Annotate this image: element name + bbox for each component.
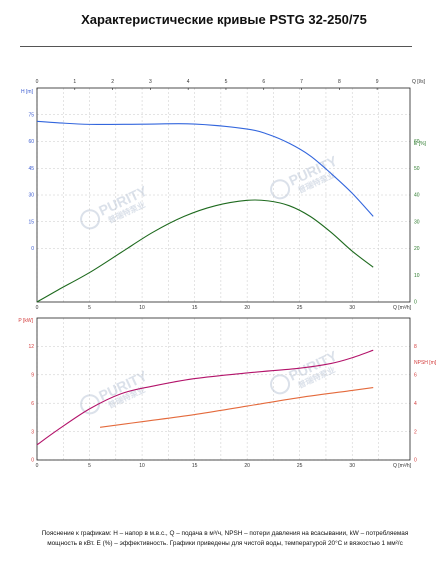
plot-frame [36,87,411,303]
x-tick-label: 10 [139,463,145,469]
x-tick-label: 0 [36,463,39,469]
x-tick-label: 30 [349,305,355,311]
power-npsh-chart: 0 5 10 15 20 25 30 0 3 6 9 12 0 2 4 6 8 P [kW] NPSH [m] Q [… [18,317,437,469]
x-tick-label: 25 [297,463,303,469]
left-axis-label: H [m] [21,89,34,95]
page-title: Характеристические кривые PSTG 32-250/75 [81,12,367,27]
watermark-logo-icon [80,394,101,415]
right-tick-label: 0 [414,300,417,306]
left-axis-label: P [kW] [18,318,33,324]
x-tick-label: 5 [88,305,91,311]
right-tick-label: 20 [414,246,420,252]
right-tick-label: 8 [414,344,417,350]
chart-footnote: Пояснение к графикам: H – напор в м.в.с.… [20,529,430,548]
right-axis-label: NPSH [m] [414,360,437,366]
x-tick-label: 20 [244,305,250,311]
series-line-1 [36,120,374,217]
left-tick-label: 3 [31,429,34,435]
top-tick-label: 8 [338,79,341,85]
right-tick-label: 60 [414,139,420,145]
left-tick-label: 0 [31,458,34,464]
right-tick-label: 30 [414,219,420,225]
top-tick-label: 9 [376,79,379,85]
top-tick-label: 1 [73,79,76,85]
footnote-line-2: мощность в кВт. Е (%) – эффективность. Г… [47,539,403,547]
title-divider [20,46,412,47]
x-tick-label: 30 [349,463,355,469]
left-tick-label: 75 [28,112,34,118]
x-tick-label: 10 [139,305,145,311]
watermark-logo-icon [270,179,291,200]
x-tick-label: 15 [192,463,198,469]
right-tick-label: 10 [414,273,420,279]
right-tick-label: 50 [414,166,420,172]
right-axis-label: E [%] [414,141,427,147]
left-tick-label: 0 [31,246,34,252]
left-tick-label: 60 [28,139,34,145]
top-tick-label: 6 [262,79,265,85]
top-tick-label: 0 [36,79,39,85]
watermark-logo-icon [270,374,291,395]
top-tick-label: 3 [149,79,152,85]
left-tick-label: 15 [28,219,34,225]
top-tick-label: 7 [300,79,303,85]
bottom-axis-label: Q [m³/h] [393,305,412,311]
series-line-1 [36,349,374,446]
top-tick-label: 2 [111,79,114,85]
footnote-line-1: Пояснение к графикам: H – напор в м.в.с.… [41,530,409,537]
top-tick-label: 4 [187,79,190,85]
x-tick-label: 15 [192,305,198,311]
plot-frame [36,317,411,461]
x-tick-label: 0 [36,305,39,311]
bottom-axis-label: Q [m³/h] [393,463,412,469]
top-tick-label: 5 [225,79,228,85]
watermark-logo-icon [80,209,101,230]
left-tick-label: 45 [28,166,34,172]
right-tick-label: 0 [414,458,417,464]
right-tick-label: 2 [414,429,417,435]
left-tick-label: 30 [28,193,34,199]
x-tick-label: 25 [297,305,303,311]
top-axis-label: Q [l/s] [412,79,426,85]
left-tick-label: 12 [28,344,34,350]
x-tick-label: 5 [88,463,91,469]
x-tick-label: 20 [244,463,250,469]
series-line-2 [36,199,374,303]
left-tick-label: 9 [31,373,34,379]
right-tick-label: 40 [414,193,420,199]
watermark-layer: PURITY普瑞特泵业PURITY普瑞特泵业PURITY普瑞特泵业PURITY普… [80,152,340,415]
right-tick-label: 4 [414,401,417,407]
series-line-2 [99,387,374,428]
left-tick-label: 6 [31,401,34,407]
right-tick-label: 6 [414,373,417,379]
